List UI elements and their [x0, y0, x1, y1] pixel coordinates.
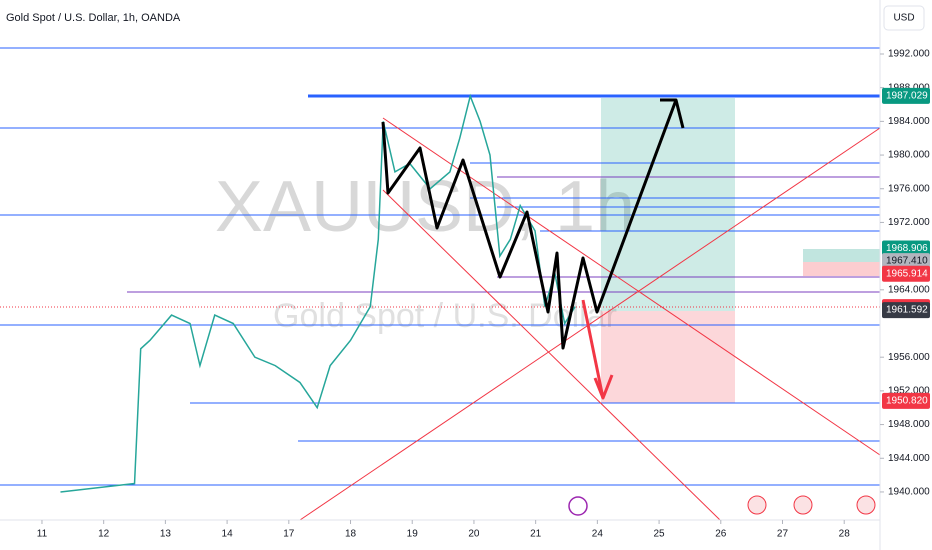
x-tick-label: 19	[407, 529, 419, 540]
down-arrow	[581, 299, 605, 399]
y-tick-label: 1984.000	[888, 116, 930, 127]
y-tick-label: 1980.000	[888, 150, 930, 161]
price-badge	[882, 265, 930, 282]
currency-button[interactable]	[883, 5, 925, 31]
price-badge	[882, 240, 930, 257]
y-tick-label: 1976.000	[888, 183, 930, 194]
profit-zone	[601, 98, 735, 311]
x-tick-label: 17	[283, 529, 295, 540]
price-badge-label: 1968.906	[886, 243, 928, 254]
price-badge-label: 1950.820	[886, 395, 928, 406]
x-tick-label: 18	[345, 529, 357, 540]
trend-line	[382, 117, 881, 456]
y-tick-label: 1972.000	[888, 217, 930, 228]
x-tick-label: 28	[839, 529, 851, 540]
price-badge	[882, 253, 930, 270]
plot	[60, 93, 576, 493]
x-tick-label: 12	[98, 529, 110, 540]
price-line	[60, 93, 576, 493]
arrow-head	[593, 374, 614, 400]
loss-zone	[601, 311, 735, 403]
price-badge-label: 1967.410	[886, 256, 928, 267]
x-tick-label: 21	[530, 529, 542, 540]
event-icons	[568, 495, 876, 516]
price-badge	[882, 392, 930, 409]
y-tick-label: 1940.000	[888, 487, 930, 498]
y-tick-label: 1964.000	[888, 284, 930, 295]
trend-line	[299, 127, 881, 521]
position-box	[601, 98, 880, 403]
x-tick-label: 11	[37, 529, 48, 540]
y-tick-label: 1956.000	[888, 352, 930, 363]
trend-lines	[299, 117, 881, 521]
currency-label[interactable]: USD	[893, 13, 914, 24]
x-tick-label: 13	[160, 529, 172, 540]
chart-title: Gold Spot / U.S. Dollar, 1h, OANDA	[6, 12, 181, 24]
event-icon[interactable]	[747, 495, 767, 515]
y-tick-label: 1988.000	[888, 82, 930, 93]
profit-zone	[803, 249, 880, 262]
y-tick-label: 1952.000	[888, 386, 930, 397]
price-badge	[882, 87, 930, 104]
loss-zone	[803, 262, 880, 276]
price-badge	[882, 302, 930, 319]
y-tick-label: 1944.000	[888, 453, 930, 464]
x-tick-label: 20	[468, 529, 480, 540]
x-tick-label: 27	[777, 529, 789, 540]
price-badge-label: 1965.914	[886, 268, 928, 279]
event-icon[interactable]	[793, 495, 813, 515]
price-badge-label: 1987.029	[886, 90, 928, 101]
y-tick-label: 1948.000	[888, 419, 930, 430]
drawn-levels	[0, 47, 880, 486]
x-tick-label: 14	[222, 529, 234, 540]
event-icon[interactable]	[856, 495, 876, 515]
x-tick-label: 26	[715, 529, 727, 540]
zigzag-path	[381, 99, 678, 350]
x-tick-label: 24	[592, 529, 604, 540]
arrow-head	[660, 98, 685, 129]
projection	[381, 98, 685, 400]
watermark-name: Gold Spot / U.S. Dollar	[273, 297, 617, 335]
price-badge-label: 1961.592	[886, 305, 928, 316]
x-tick-label: 25	[654, 529, 666, 540]
event-icon[interactable]	[568, 496, 588, 516]
y-tick-label: 1992.000	[888, 49, 930, 60]
trend-line	[382, 189, 721, 521]
